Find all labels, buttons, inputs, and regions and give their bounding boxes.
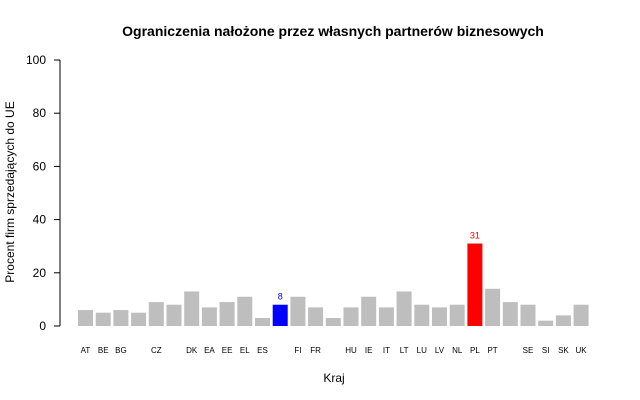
- bar-es: [255, 318, 270, 326]
- x-axis-label: Kraj: [323, 371, 344, 385]
- x-axis-tick-labels: AT BE BG CZ DK EA EE EL ES FI FR HU IE IT LT LU LV NL PL PT…: [81, 346, 588, 355]
- x-tick-label: SK: [558, 346, 569, 355]
- x-tick-label: BG: [115, 346, 127, 355]
- bar-be: [95, 312, 111, 326]
- bar-data-label: 31: [470, 231, 480, 241]
- bar-pl: [467, 243, 483, 326]
- bar-nl: [449, 304, 465, 326]
- bar-data-label: 8: [278, 292, 283, 302]
- bar-fr: [308, 307, 324, 326]
- bar-sk: [555, 315, 571, 326]
- bar-fi: [290, 296, 306, 326]
- chart-title: Ograniczenia nałożone przez własnych par…: [122, 23, 544, 39]
- bar-se: [520, 304, 536, 326]
- bar-lv: [432, 307, 447, 326]
- bar-cz: [148, 302, 164, 326]
- bars-group: [78, 243, 589, 326]
- y-tick-label: 80: [33, 106, 47, 120]
- x-tick-label: SI: [542, 346, 550, 355]
- x-tick-label: ES: [257, 346, 268, 355]
- x-tick-label: LT: [400, 346, 409, 355]
- y-tick-label: 60: [33, 159, 47, 173]
- x-tick-label: UK: [576, 346, 588, 355]
- x-tick-label: SE: [523, 346, 534, 355]
- bar-pt: [485, 288, 501, 326]
- bar-bg: [113, 310, 129, 326]
- x-tick-label: IE: [365, 346, 373, 355]
- x-tick-label: DK: [186, 346, 198, 355]
- data-labels-group: 8 31: [278, 231, 480, 302]
- bar-ea: [201, 307, 217, 326]
- bar-dk: [184, 291, 200, 326]
- bar-it: [378, 307, 394, 326]
- bar-lu: [414, 304, 430, 326]
- y-tick-label: 0: [39, 319, 46, 333]
- bar-3: [131, 312, 147, 326]
- x-tick-label: EE: [222, 346, 233, 355]
- bar-uk: [573, 304, 589, 326]
- y-axis-label: Procent firm sprzedających do UE: [3, 101, 17, 282]
- y-tick-label: 100: [26, 53, 46, 67]
- bar-hu: [343, 307, 359, 326]
- x-tick-label: IT: [383, 346, 390, 355]
- x-tick-label: EL: [240, 346, 250, 355]
- bar-24: [502, 302, 518, 326]
- y-axis-ticks: 0 20 40 60 80 100: [26, 53, 60, 333]
- y-tick-label: 20: [33, 266, 47, 280]
- bar-lt: [396, 291, 412, 326]
- bar-si: [538, 320, 554, 326]
- x-tick-label: LV: [435, 346, 445, 355]
- bar-ie: [361, 296, 377, 326]
- y-tick-label: 40: [33, 213, 47, 227]
- x-tick-label: NL: [452, 346, 463, 355]
- bar-at: [78, 310, 93, 326]
- bar-5: [166, 304, 182, 326]
- x-tick-label: BE: [98, 346, 109, 355]
- bar-el: [237, 296, 253, 326]
- x-tick-label: AT: [81, 346, 91, 355]
- x-tick-label: HU: [345, 346, 357, 355]
- x-tick-label: FI: [294, 346, 301, 355]
- x-tick-label: EA: [204, 346, 215, 355]
- y-axis: 0 20 40 60 80 100: [26, 53, 61, 333]
- x-tick-label: FR: [310, 346, 321, 355]
- bar-ee: [219, 302, 235, 326]
- x-tick-label: PL: [470, 346, 480, 355]
- x-tick-label: CZ: [151, 346, 162, 355]
- x-tick-label: PT: [487, 346, 497, 355]
- bar-11: [272, 304, 288, 326]
- x-tick-label: LU: [417, 346, 427, 355]
- bar-14: [325, 318, 341, 326]
